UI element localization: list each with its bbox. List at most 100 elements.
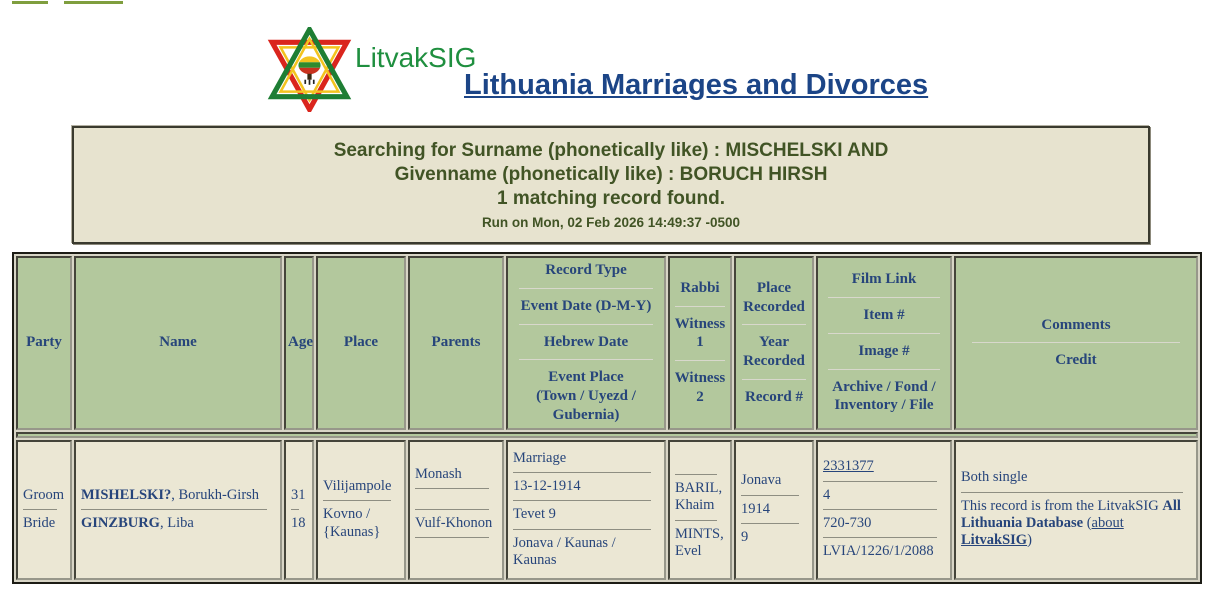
cell-text: Jonava / Kaunas / Kaunas bbox=[513, 534, 616, 569]
cell-text: This record is from the LitvakSIG bbox=[961, 497, 1163, 514]
cell-record: Marriage 13-12-1914 Tevet 9 Jonava / Kaunas… bbox=[506, 439, 666, 580]
cell-text: ( bbox=[1083, 515, 1092, 531]
cell-text: 1914 bbox=[741, 500, 770, 517]
cell-value: This record is from the LitvakSIG All Li… bbox=[961, 498, 1191, 550]
top-nav-links bbox=[12, 1, 123, 19]
column-header-text: Parents bbox=[431, 334, 481, 351]
cell-text: , Borukh-Girsh bbox=[171, 486, 260, 503]
header-divider-line bbox=[742, 378, 806, 380]
cell-text: ) bbox=[1027, 532, 1032, 549]
cell-text: BARIL, Khaim bbox=[675, 479, 723, 514]
cell-divider-line bbox=[823, 537, 937, 539]
cell-divider-line bbox=[23, 509, 57, 510]
cell-value: 9 bbox=[741, 529, 807, 546]
cell-value: Vulf-Khonon bbox=[415, 515, 497, 532]
cell-text: Monash bbox=[415, 465, 462, 482]
cell-text: 13-12-1914 bbox=[513, 477, 581, 494]
cell-text: 9 bbox=[741, 529, 749, 546]
cell-text: LVIA/1226/1/2088 bbox=[823, 543, 934, 560]
cell-place: Vilijampole Kovno / {Kaunas} bbox=[316, 439, 406, 580]
cell-value: Bride bbox=[23, 515, 65, 532]
logo-wordmark: LitvakSIG bbox=[355, 42, 477, 73]
cell-value: Both single bbox=[961, 469, 1191, 486]
header-divider-line bbox=[827, 332, 941, 334]
cell-text: Vilijampole bbox=[323, 477, 392, 494]
cell-value: MISHELSKI?, Borukh-Girsh bbox=[81, 487, 275, 504]
record-row: Groom Bride MISHELSKI?, Borukh-Girsh GINZBU… bbox=[16, 439, 1198, 580]
truncated-link-underline[interactable] bbox=[64, 1, 123, 4]
column-header-text: Film Link bbox=[851, 271, 917, 288]
cell-divider-line bbox=[823, 509, 937, 510]
column-header-record: Record Type Event Date (D-M-Y) Hebrew Date… bbox=[506, 256, 666, 430]
column-header-text: Place Recorded bbox=[743, 279, 805, 315]
tree-crown-icon bbox=[298, 56, 321, 75]
search-summary-box: Searching for Surname (phonetically like… bbox=[72, 126, 1150, 244]
cell-text: 720-730 bbox=[823, 515, 872, 531]
cell-name: MISHELSKI?, Borukh-Girsh GINZBURG, Liba bbox=[74, 439, 282, 580]
cell-text: MINTS, Evel bbox=[675, 525, 724, 559]
record-link[interactable]: LitvakSIG bbox=[961, 532, 1028, 549]
header-divider-line bbox=[827, 297, 941, 299]
cell-text: 31 bbox=[291, 486, 306, 503]
header-divider-line bbox=[675, 360, 725, 362]
cell-text: MISHELSKI? bbox=[81, 486, 172, 503]
cell-party: Groom Bride bbox=[16, 439, 72, 580]
record-link[interactable]: 2331377 bbox=[823, 458, 874, 475]
page-title: Lithuania Marriages and Divorces bbox=[464, 69, 929, 101]
header-divider-line bbox=[519, 359, 653, 361]
cell-text: Kovno / {Kaunas} bbox=[323, 506, 381, 540]
cell-divider-line bbox=[961, 491, 1183, 493]
column-header-text: Event Date (D-M-Y) bbox=[520, 297, 652, 314]
empty-cell-slot bbox=[675, 459, 725, 469]
column-header-text: Image # bbox=[858, 342, 910, 359]
column-header-text: Place bbox=[343, 334, 379, 351]
cell-value: LVIA/1226/1/2088 bbox=[823, 543, 945, 560]
cell-text: Marriage bbox=[513, 449, 567, 466]
empty-cell-slot bbox=[415, 543, 497, 553]
cell-text: Groom bbox=[23, 486, 65, 503]
column-header-text: Archive / Fond / Inventory / File bbox=[832, 378, 936, 414]
cell-value: 18 bbox=[291, 515, 307, 532]
cell-divider-line bbox=[513, 500, 651, 502]
cell-divider-line bbox=[675, 473, 717, 475]
column-header-text: Hebrew Date bbox=[543, 333, 629, 350]
record-link[interactable]: about bbox=[1091, 515, 1124, 531]
run-timestamp-line: Run on Mon, 02 Feb 2026 14:49:37 -0500 bbox=[481, 215, 741, 230]
cell-value: Marriage bbox=[513, 450, 659, 467]
column-header-text: Item # bbox=[863, 307, 905, 324]
column-header-text: Event Place (Town / Uyezd / Gubernia) bbox=[536, 369, 636, 423]
column-header-text: Record Type bbox=[545, 262, 627, 278]
cell-comments: Both single This record is from the Litva… bbox=[954, 439, 1198, 580]
cell-value: GINZBURG, Liba bbox=[81, 515, 275, 532]
cell-value: Groom bbox=[23, 487, 65, 504]
cell-value: 2331377 bbox=[823, 458, 945, 475]
cell-film: 2331377 4 720-730 LVIA/1226/1/2088 bbox=[816, 439, 952, 580]
cell-value: Vilijampole bbox=[323, 478, 399, 495]
cell-value: 720-730 bbox=[823, 515, 945, 532]
cell-divider-line bbox=[415, 537, 489, 539]
result-count-line: 1 matching record found. bbox=[496, 188, 726, 209]
results-table: Party Name Age Place Parents Record Type Event… bbox=[12, 252, 1202, 584]
column-header-rabbi-witnesses: Rabbi Witness 1 Witness 2 bbox=[668, 256, 732, 430]
cell-value: 13-12-1914 bbox=[513, 478, 659, 495]
cell-divider-line bbox=[513, 471, 651, 473]
column-header-name: Name bbox=[74, 256, 282, 430]
column-header-age: Age bbox=[284, 256, 314, 430]
column-header-place: Place bbox=[316, 256, 406, 430]
cell-text: , Liba bbox=[159, 515, 194, 531]
search-criteria-line-2: Givenname (phonetically like) : BORUCH H… bbox=[394, 164, 828, 185]
column-header-text: Witness 1 bbox=[674, 315, 726, 351]
column-header-text: Credit bbox=[1055, 352, 1097, 369]
column-header-text: Witness 2 bbox=[674, 370, 726, 405]
cell-value: 4 bbox=[823, 487, 945, 504]
cell-value: Jonava bbox=[741, 472, 807, 489]
cell-value: MINTS, Evel bbox=[675, 526, 725, 561]
cell-text: 18 bbox=[291, 515, 306, 531]
separator-row bbox=[16, 431, 1198, 438]
cell-text: 4 bbox=[823, 486, 831, 503]
cell-value: 1914 bbox=[741, 501, 807, 518]
cell-divider-line bbox=[323, 500, 391, 502]
cell-divider-line bbox=[415, 488, 489, 489]
truncated-link-underline[interactable] bbox=[12, 1, 48, 4]
